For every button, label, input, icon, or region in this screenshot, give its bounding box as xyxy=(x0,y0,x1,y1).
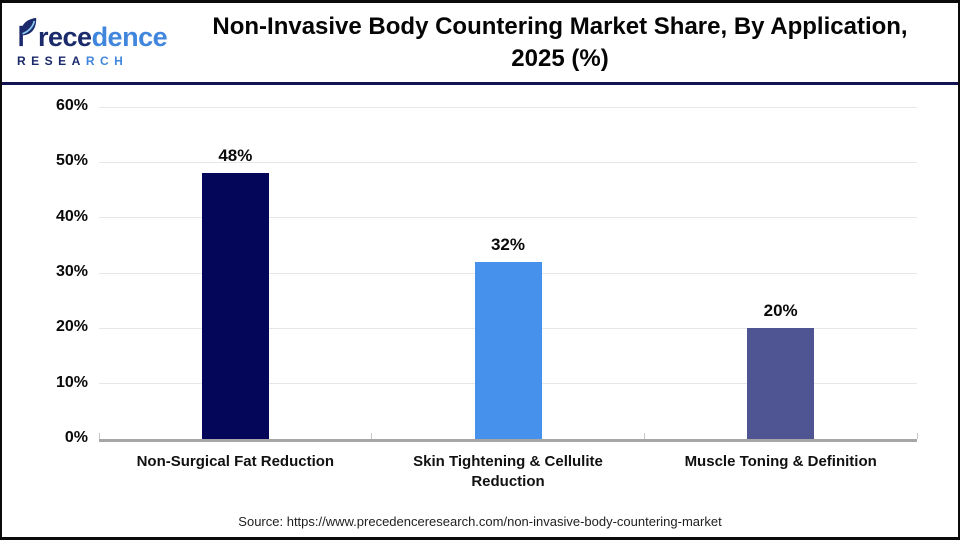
bar-value-label: 32% xyxy=(490,234,525,254)
y-axis-tick-label: 20% xyxy=(55,318,88,336)
y-axis-tick-label: 0% xyxy=(64,429,88,446)
bar-1 xyxy=(201,173,269,439)
source-citation: Source: https://www.precedenceresearch.c… xyxy=(238,514,722,529)
x-axis-boundary-tick xyxy=(916,433,918,439)
bar-value-label: 48% xyxy=(218,146,253,166)
logo-sub-dark: RESEA xyxy=(17,54,86,68)
category-label-text: Muscle Toning & Definition xyxy=(684,453,877,470)
precedence-leaf-icon xyxy=(15,17,37,51)
y-axis-tick-label: 30% xyxy=(55,263,88,280)
y-axis-tick-label: 50% xyxy=(55,152,88,170)
plot-area: 48% 32% 20% xyxy=(98,106,918,442)
logo-subtitle: RESEARCH xyxy=(15,54,180,68)
chart-title-line1: Non-Invasive Body Countering Market Shar… xyxy=(212,12,908,40)
category-label-text: Non-Surgical Fat Reduction xyxy=(136,453,335,470)
category-label: Muscle Toning & Definition xyxy=(644,452,917,492)
precedence-research-logo: rece dence RESEARCH xyxy=(2,17,180,68)
bar-value-label: 20% xyxy=(763,301,798,321)
chart-title-line2: 2025 (%) xyxy=(511,44,609,72)
x-axis-boundary-tick xyxy=(98,433,100,439)
y-axis-tick-label: 60% xyxy=(55,97,88,114)
y-axis-tick-label: 10% xyxy=(55,373,88,391)
header: rece dence RESEARCH Non-Invasive Body Cou… xyxy=(2,3,958,85)
category-label-text: Skin Tightening & Cellulite Reduction xyxy=(413,453,603,490)
logo-brand-blue: dence xyxy=(91,22,168,52)
category-label: Non-Surgical Fat Reduction xyxy=(99,452,372,492)
x-axis-boundary-tick xyxy=(371,433,373,439)
logo-wordmark: rece dence xyxy=(15,17,180,51)
category-label: Skin Tightening & Cellulite Reduction xyxy=(372,452,645,492)
logo-brand-dark: rece xyxy=(38,22,92,52)
bar-2 xyxy=(474,261,542,439)
y-axis-tick-label: 40% xyxy=(55,207,88,225)
gridline-50 xyxy=(99,161,917,163)
logo-sub-blue: RCH xyxy=(85,54,129,68)
x-axis-boundary-tick xyxy=(643,433,645,439)
x-axis-category-labels: Non-Surgical Fat Reduction Skin Tightenin… xyxy=(99,452,917,492)
bar-3 xyxy=(747,328,815,439)
gridline-40 xyxy=(99,217,917,219)
chart-title: Non-Invasive Body Countering Market Shar… xyxy=(180,11,958,75)
gridline-60 xyxy=(99,106,917,108)
